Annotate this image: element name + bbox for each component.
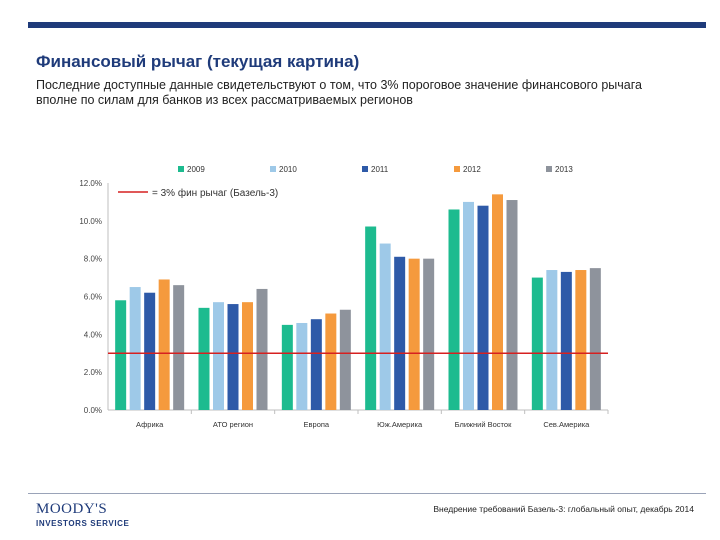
legend-label: 2009 (187, 165, 205, 174)
bar (463, 201, 474, 410)
legend-swatch (270, 166, 276, 172)
bar (242, 302, 253, 410)
bar-chart: 2009 2010 2011 2012 2013 0.0% 2.0% 4.0% 6.0% 8.0%… (79, 165, 609, 429)
legend-label: 2011 (371, 165, 389, 174)
bar (575, 270, 587, 410)
moodys-logo: MOODY'S INVESTORS SERVICE (36, 501, 130, 529)
bar (339, 309, 351, 410)
y-tick-label: 12.0% (79, 179, 102, 188)
y-tick-label: 6.0% (84, 293, 102, 302)
bar (296, 322, 308, 410)
y-tick-label: 4.0% (84, 330, 102, 339)
bar (213, 302, 224, 410)
bar (477, 205, 489, 410)
legend-label: 2012 (463, 165, 481, 174)
legend-swatch (454, 166, 460, 172)
legend-swatch (546, 166, 552, 172)
bar (256, 288, 268, 410)
x-tick-label: Европа (304, 420, 330, 429)
bar (492, 194, 503, 410)
bar (115, 300, 127, 410)
top-accent-bar (28, 22, 706, 28)
bar (531, 277, 543, 410)
bar (310, 319, 322, 410)
bar (560, 271, 572, 410)
y-tick-label: 2.0% (84, 368, 102, 377)
bar (365, 226, 377, 410)
bar (173, 285, 185, 410)
y-tick-label: 0.0% (84, 406, 102, 415)
x-tick-label: Юж.Америка (377, 420, 423, 429)
bar (408, 258, 420, 410)
bar (448, 209, 460, 410)
legend-swatch (178, 166, 184, 172)
slide-title: Финансовый рычаг (текущая картина) (36, 52, 360, 71)
footer-divider (28, 493, 706, 494)
x-tick-label: АТО регион (213, 420, 253, 429)
slide-subtitle: Последние доступные данные свидетельству… (36, 78, 642, 107)
legend-label: 2013 (555, 165, 573, 174)
threshold-legend-label: = 3% фин рычаг (Базель-3) (152, 187, 278, 199)
legend-label: 2010 (279, 165, 297, 174)
x-tick-label: Ближний Восток (455, 420, 512, 429)
logo-main-text: MOODY'S (36, 501, 108, 517)
bar (506, 200, 518, 410)
bar (546, 270, 558, 410)
y-tick-label: 10.0% (79, 217, 102, 226)
bar (227, 304, 239, 410)
bar (325, 313, 337, 410)
logo-sub-text: INVESTORS SERVICE (36, 519, 130, 528)
y-tick-label: 8.0% (84, 255, 102, 264)
bar (281, 324, 293, 410)
bar (589, 268, 601, 410)
bar (198, 307, 210, 410)
bar (394, 256, 406, 410)
bar (423, 258, 435, 410)
footer-note: Внедрение требований Базель-3: глобальны… (433, 504, 694, 514)
legend-swatch (362, 166, 368, 172)
bar (129, 287, 141, 410)
bar (158, 279, 170, 410)
x-tick-label: Африка (136, 420, 164, 429)
x-tick-label: Сев.Америка (543, 420, 590, 429)
bar (144, 292, 156, 410)
bar (379, 243, 391, 410)
